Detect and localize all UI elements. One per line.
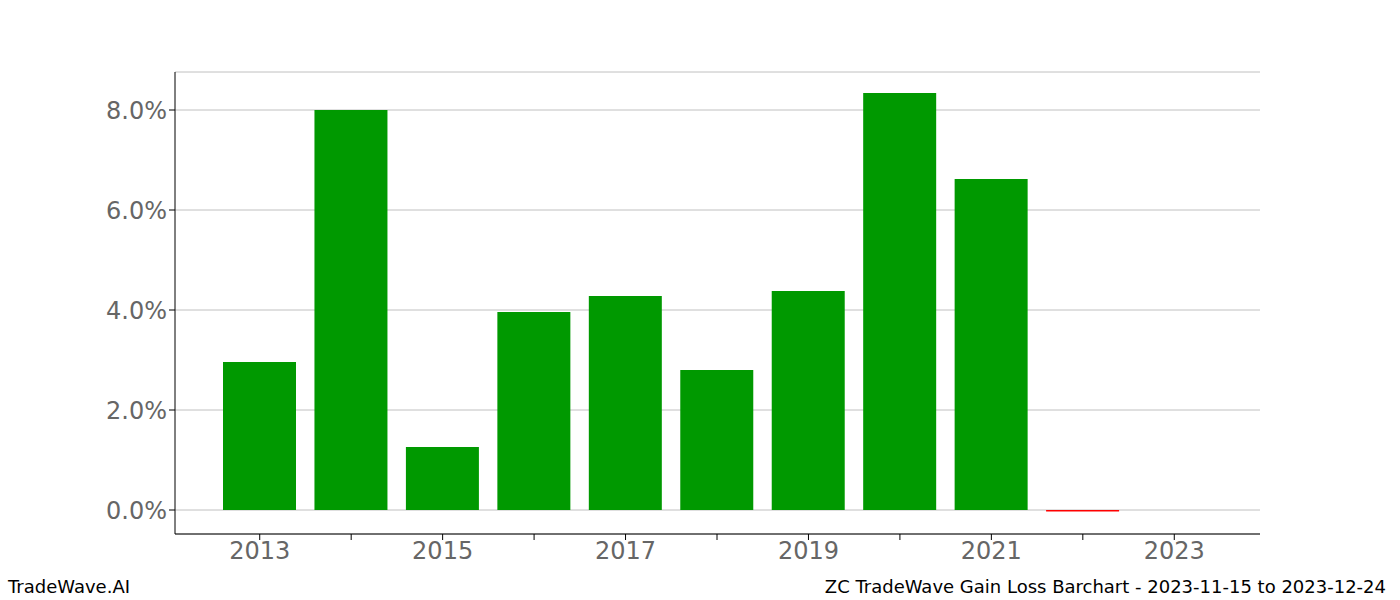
svg-text:2017: 2017 (595, 537, 656, 565)
svg-text:6.0%: 6.0% (106, 197, 167, 225)
svg-text:8.0%: 8.0% (106, 97, 167, 125)
svg-text:2019: 2019 (778, 537, 839, 565)
svg-text:2013: 2013 (229, 537, 290, 565)
svg-text:2023: 2023 (1144, 537, 1205, 565)
html-text:ZC TradeWave Gain Loss Barchar: ZC TradeWave Gain Loss Barchart - 2023-1… (824, 576, 1386, 597)
svg-text:4.0%: 4.0% (106, 297, 167, 325)
svg-text:0.0%: 0.0% (106, 497, 167, 525)
svg-text:2.0%: 2.0% (106, 397, 167, 425)
svg-text:2021: 2021 (961, 537, 1022, 565)
svg-text:2015: 2015 (412, 537, 473, 565)
html-text:TradeWave.AI: TradeWave.AI (8, 576, 130, 597)
